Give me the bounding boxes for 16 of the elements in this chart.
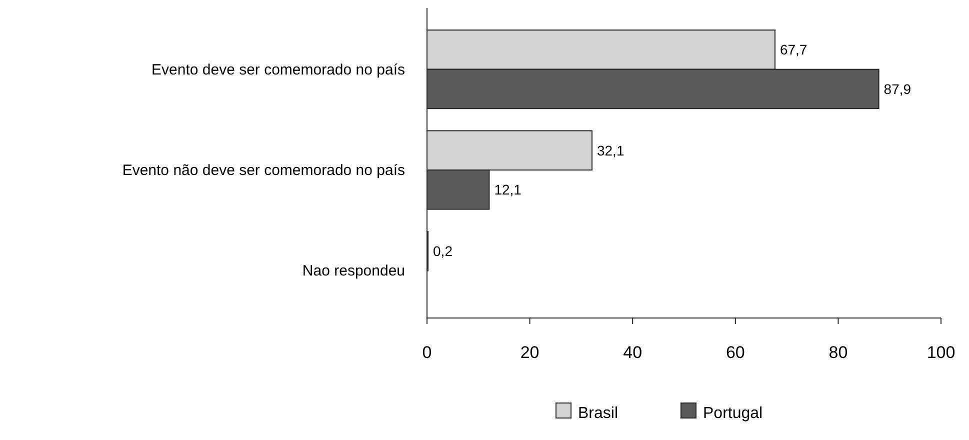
x-tick-label: 0: [422, 343, 432, 362]
data-label: 67,7: [780, 42, 808, 58]
x-tick-label: 80: [828, 343, 848, 362]
data-label: 0,2: [433, 243, 453, 260]
legend-label: Portugal: [703, 405, 763, 422]
y-tick-label: Nao respondeu: [302, 262, 405, 280]
data-label: 32,1: [596, 142, 624, 158]
y-tick-label: Evento não deve ser comemorado no país: [122, 162, 405, 179]
x-tick-label: 40: [623, 343, 642, 362]
x-tick-label: 100: [926, 343, 956, 362]
data-label: 87,9: [884, 80, 912, 97]
y-tick-label: Evento deve ser comemorado no país: [152, 61, 405, 78]
x-tick-label: 60: [726, 343, 745, 362]
data-label: 12,1: [494, 182, 522, 198]
x-tick-label: 20: [520, 343, 540, 362]
legend-label: Brasil: [578, 405, 618, 422]
